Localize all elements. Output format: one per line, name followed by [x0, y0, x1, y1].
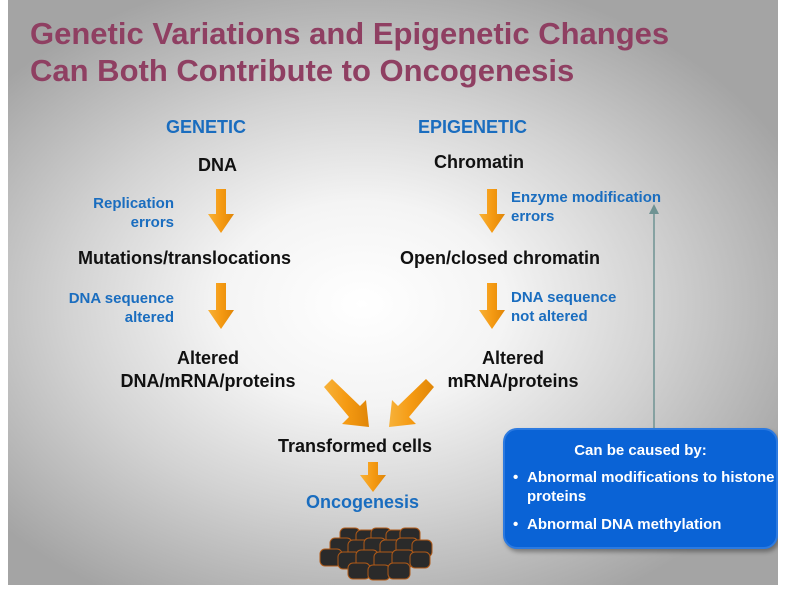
- epigenetic-result-node: Altered mRNA/proteins: [408, 347, 618, 393]
- down-arrow-icon: [208, 283, 234, 329]
- down-arrow-icon: [479, 283, 505, 329]
- genetic-note-1-line-2: errors: [130, 214, 174, 231]
- epigenetic-note-2-line-1: DNA sequence: [511, 289, 617, 306]
- callout-list-item: • Abnormal DNA methylation: [513, 516, 722, 533]
- slide: Genetic Variations and Epigenetic Change…: [8, 0, 778, 585]
- flow-arrows: [208, 189, 659, 581]
- epigenetic-middle-node: Open/closed chromatin: [400, 248, 601, 268]
- slide-title-line-2: Can Both Contribute to Oncogenesis: [30, 53, 575, 88]
- cancer-cells-icon: [319, 527, 433, 581]
- genetic-heading: GENETIC: [166, 117, 247, 137]
- callout-list-item: • Abnormal modifications to histone prote…: [513, 469, 775, 505]
- genetic-middle-node: Mutations/translocations: [78, 248, 292, 268]
- genetic-note-1-line-1: Replication: [93, 195, 174, 212]
- epigenetic-result-line-1: Altered: [481, 348, 544, 368]
- callout-box: Can be caused by: • Abnormal modification…: [503, 428, 778, 549]
- down-arrow-icon: [360, 462, 386, 492]
- genetic-note-2-line-1: DNA sequence: [68, 290, 174, 307]
- callout-list: • Abnormal modifications to histone prote…: [513, 468, 775, 543]
- epigenetic-note-2: DNA sequence not altered: [511, 288, 616, 326]
- callout-item-text: Abnormal DNA methylation: [527, 516, 722, 533]
- diagonal-arrow-icon: [389, 379, 434, 427]
- genetic-note-2: DNA sequence altered: [38, 289, 174, 327]
- genetic-result-line-1: Altered: [176, 348, 239, 368]
- epigenetic-note-1-line-1: Enzyme modification: [511, 189, 662, 206]
- epigenetic-note-1: Enzyme modification errors: [511, 188, 661, 226]
- callout-item-text: Abnormal modifications to histone protei…: [527, 469, 775, 505]
- epigenetic-note-1-line-2: errors: [511, 208, 555, 225]
- genetic-result-line-2: DNA/mRNA/proteins: [120, 371, 296, 391]
- epigenetic-heading: EPIGENETIC: [418, 117, 528, 137]
- genetic-note-2-line-2: altered: [124, 309, 174, 326]
- epigenetic-result-line-2: mRNA/proteins: [447, 371, 579, 391]
- genetic-note-1: Replication errors: [48, 194, 174, 232]
- diagonal-arrow-icon: [324, 379, 369, 427]
- epigenetic-note-2-line-2: not altered: [511, 308, 588, 325]
- genetic-start-node: DNA: [198, 155, 237, 175]
- down-arrow-icon: [479, 189, 505, 233]
- transformed-cells-node: Transformed cells: [278, 436, 433, 456]
- oncogenesis-node: Oncogenesis: [306, 492, 420, 512]
- down-arrow-icon: [208, 189, 234, 233]
- epigenetic-start-node: Chromatin: [434, 152, 524, 172]
- callout-heading: Can be caused by:: [574, 442, 707, 459]
- slide-title-line-1: Genetic Variations and Epigenetic Change…: [30, 16, 670, 51]
- genetic-result-node: Altered DNA/mRNA/proteins: [88, 347, 328, 393]
